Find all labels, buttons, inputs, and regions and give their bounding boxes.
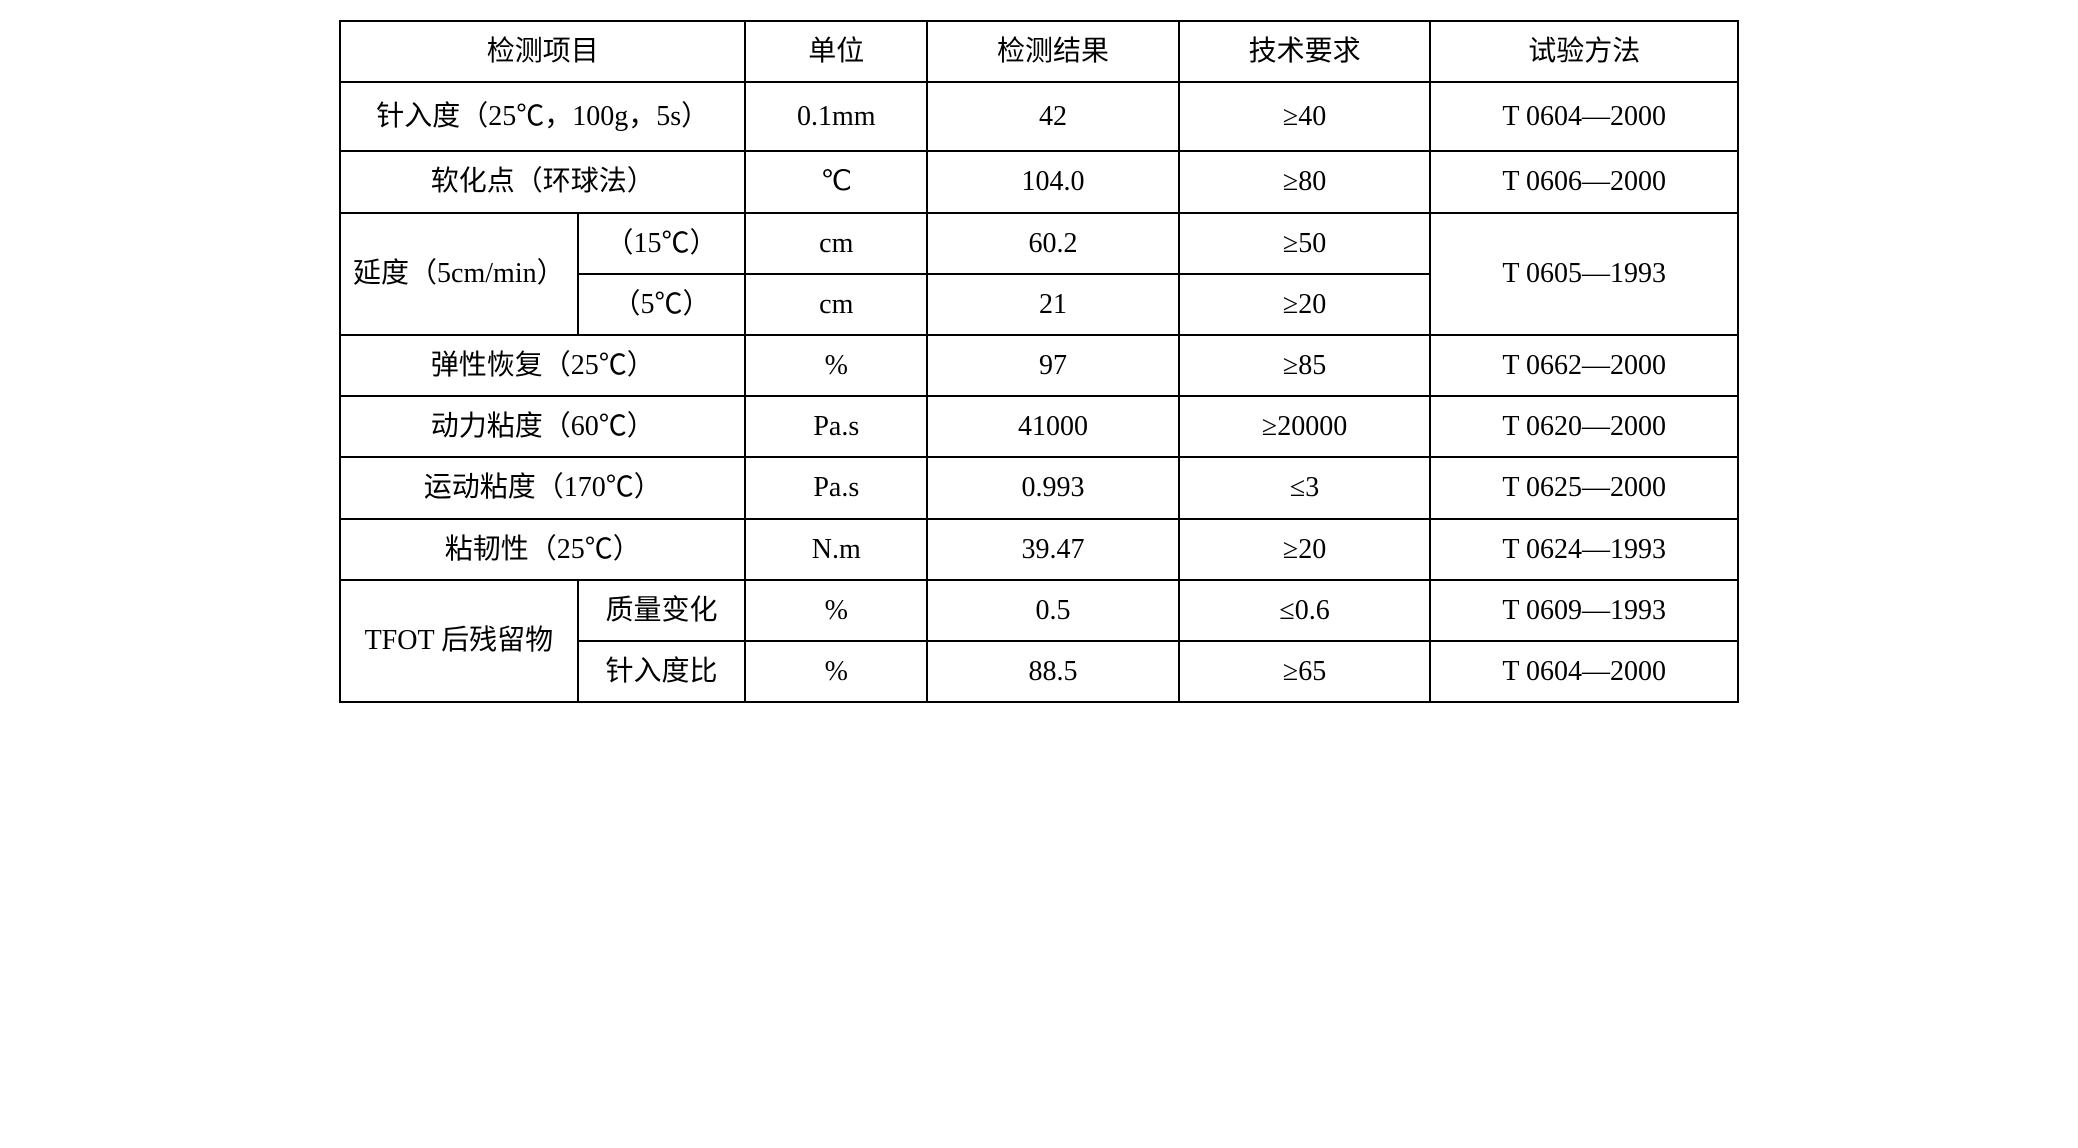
- kinematic-visc-method: T 0625—2000: [1430, 457, 1738, 518]
- softening-unit: ℃: [745, 151, 927, 212]
- dynamic-visc-item: 动力粘度（60℃）: [340, 396, 745, 457]
- row-penetration: 针入度（25℃，100g，5s） 0.1mm 42 ≥40 T 0604—200…: [340, 82, 1738, 151]
- results-table: 检测项目 单位 检测结果 技术要求 试验方法 针入度（25℃，100g，5s） …: [339, 20, 1739, 703]
- tfot-unit-mass: %: [745, 580, 927, 641]
- header-requirement: 技术要求: [1179, 21, 1431, 82]
- tfot-method-mass: T 0609—1993: [1430, 580, 1738, 641]
- tfot-cond-pen: 针入度比: [578, 641, 746, 702]
- toughness-item: 粘韧性（25℃）: [340, 519, 745, 580]
- row-toughness: 粘韧性（25℃） N.m 39.47 ≥20 T 0624—1993: [340, 519, 1738, 580]
- toughness-method: T 0624—1993: [1430, 519, 1738, 580]
- elastic-unit: %: [745, 335, 927, 396]
- softening-item: 软化点（环球法）: [340, 151, 745, 212]
- toughness-requirement: ≥20: [1179, 519, 1431, 580]
- kinematic-visc-item: 运动粘度（170℃）: [340, 457, 745, 518]
- kinematic-visc-requirement: ≤3: [1179, 457, 1431, 518]
- elastic-requirement: ≥85: [1179, 335, 1431, 396]
- toughness-result: 39.47: [927, 519, 1179, 580]
- tfot-method-pen: T 0604—2000: [1430, 641, 1738, 702]
- row-tfot-mass: TFOT 后残留物 质量变化 % 0.5 ≤0.6 T 0609—1993: [340, 580, 1738, 641]
- ductility-method: T 0605—1993: [1430, 213, 1738, 335]
- dynamic-visc-method: T 0620—2000: [1430, 396, 1738, 457]
- penetration-unit: 0.1mm: [745, 82, 927, 151]
- row-ductility-15: 延度（5cm/min） （15℃） cm 60.2 ≥50 T 0605—199…: [340, 213, 1738, 274]
- row-kinematic-visc: 运动粘度（170℃） Pa.s 0.993 ≤3 T 0625—2000: [340, 457, 1738, 518]
- tfot-requirement-pen: ≥65: [1179, 641, 1431, 702]
- header-method: 试验方法: [1430, 21, 1738, 82]
- elastic-method: T 0662—2000: [1430, 335, 1738, 396]
- elastic-result: 97: [927, 335, 1179, 396]
- tfot-unit-pen: %: [745, 641, 927, 702]
- row-elastic: 弹性恢复（25℃） % 97 ≥85 T 0662—2000: [340, 335, 1738, 396]
- row-dynamic-visc: 动力粘度（60℃） Pa.s 41000 ≥20000 T 0620—2000: [340, 396, 1738, 457]
- ductility-requirement-15: ≥50: [1179, 213, 1431, 274]
- header-item: 检测项目: [340, 21, 745, 82]
- ductility-label: 延度（5cm/min）: [340, 213, 578, 335]
- softening-result: 104.0: [927, 151, 1179, 212]
- kinematic-visc-result: 0.993: [927, 457, 1179, 518]
- tfot-requirement-mass: ≤0.6: [1179, 580, 1431, 641]
- tfot-label: TFOT 后残留物: [340, 580, 578, 702]
- header-result: 检测结果: [927, 21, 1179, 82]
- ductility-cond-15: （15℃）: [578, 213, 746, 274]
- ductility-requirement-5: ≥20: [1179, 274, 1431, 335]
- ductility-cond-5: （5℃）: [578, 274, 746, 335]
- softening-method: T 0606—2000: [1430, 151, 1738, 212]
- kinematic-visc-unit: Pa.s: [745, 457, 927, 518]
- toughness-unit: N.m: [745, 519, 927, 580]
- tfot-result-mass: 0.5: [927, 580, 1179, 641]
- row-softening: 软化点（环球法） ℃ 104.0 ≥80 T 0606—2000: [340, 151, 1738, 212]
- penetration-result: 42: [927, 82, 1179, 151]
- tfot-result-pen: 88.5: [927, 641, 1179, 702]
- dynamic-visc-unit: Pa.s: [745, 396, 927, 457]
- dynamic-visc-requirement: ≥20000: [1179, 396, 1431, 457]
- elastic-item: 弹性恢复（25℃）: [340, 335, 745, 396]
- tfot-cond-mass: 质量变化: [578, 580, 746, 641]
- penetration-requirement: ≥40: [1179, 82, 1431, 151]
- ductility-unit-15: cm: [745, 213, 927, 274]
- ductility-unit-5: cm: [745, 274, 927, 335]
- ductility-result-5: 21: [927, 274, 1179, 335]
- softening-requirement: ≥80: [1179, 151, 1431, 212]
- header-unit: 单位: [745, 21, 927, 82]
- ductility-result-15: 60.2: [927, 213, 1179, 274]
- header-row: 检测项目 单位 检测结果 技术要求 试验方法: [340, 21, 1738, 82]
- penetration-method: T 0604—2000: [1430, 82, 1738, 151]
- dynamic-visc-result: 41000: [927, 396, 1179, 457]
- penetration-item: 针入度（25℃，100g，5s）: [340, 82, 745, 151]
